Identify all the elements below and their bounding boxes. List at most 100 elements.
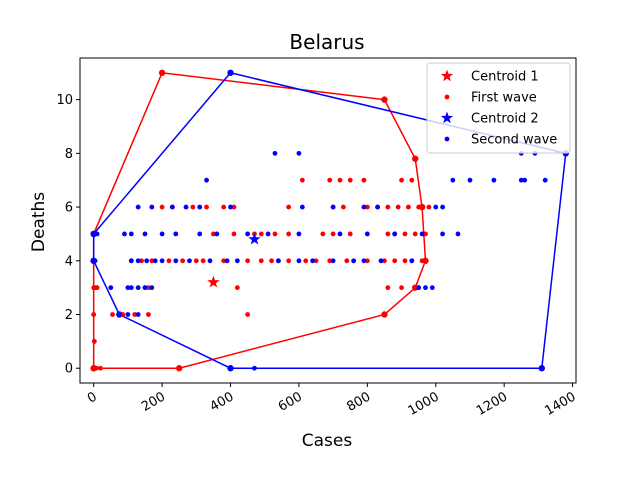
first-wave-point [382,312,387,317]
first-wave-point [327,258,333,264]
first-wave-point [204,204,209,210]
first-wave-point [419,258,425,264]
first-wave-point [94,365,99,371]
first-wave-point [364,258,370,264]
first-wave-point [399,285,404,291]
first-wave-point [344,258,350,264]
second-wave-point [539,365,545,371]
first-wave-point [221,204,227,210]
second-wave-point [152,258,158,264]
first-wave-point [98,365,103,371]
second-wave-point [361,258,367,264]
plot-frame [79,57,577,384]
first-wave-point [412,156,418,162]
second-wave-point [149,285,155,291]
second-wave-point [392,231,398,237]
first-wave-point [402,231,408,237]
first-wave-point [132,312,138,317]
first-wave-point [193,258,199,264]
second-wave-point [467,177,473,183]
second-wave-point [187,258,192,264]
hull-vertex [412,284,419,291]
second-wave-point [135,258,141,264]
second-wave-point [416,285,422,291]
first-wave-point [402,258,408,264]
second-wave-point [224,258,230,264]
first-wave-point [258,231,264,237]
legend-second-wave-label: Second wave [471,133,557,148]
second-wave-point [429,285,435,291]
second-wave-point [351,258,357,264]
second-wave-point [91,231,97,237]
y-tick-label: 4 [65,254,73,269]
second-wave-point [197,231,203,237]
first-wave-point [399,177,404,183]
legend-first-wave-label: First wave [471,91,537,106]
first-wave-point [337,177,343,183]
hull-line-2 [92,71,567,369]
second-wave-point [159,258,165,264]
first-wave-point [272,231,278,237]
first-wave-point [231,204,237,210]
first-wave-point [416,204,422,210]
x-axis-label: Cases [302,431,353,451]
first-wave-point [149,258,155,264]
second-wave-point [92,258,98,264]
hull-vertex [418,203,426,211]
first-wave-point [385,231,391,237]
second-wave-point [128,285,134,291]
second-wave-point [361,204,367,210]
legend-second-wave-marker [444,136,450,142]
second-wave-point [455,231,461,237]
first-wave-point [320,231,326,237]
legend-box [426,62,571,154]
second-wave-point [122,231,127,237]
first-wave-point [385,204,391,210]
second-wave-point [252,365,257,371]
first-wave-point [146,285,151,291]
second-wave-point [125,285,131,291]
second-wave-point [364,231,370,237]
second-wave-point [423,285,428,291]
second-wave-point [228,365,233,371]
second-wave-point [522,177,528,183]
first-wave-point [180,258,186,264]
first-wave-point [286,204,292,210]
second-wave-point [214,231,220,237]
first-wave-point [409,177,415,183]
second-wave-point [128,258,134,264]
y-axis-label: Deaths [29,192,49,252]
second-wave-point [330,258,336,264]
y-tick-label: 0 [65,362,73,377]
y-tick-label: 8 [65,147,73,162]
second-wave-point [169,204,175,210]
first-wave-point [286,231,292,237]
first-wave-point [382,258,387,264]
first-wave-point [347,177,353,183]
centroid-1-marker [207,275,220,288]
second-wave-point [440,204,445,210]
second-wave-point [245,231,251,237]
first-wave-point [190,204,196,210]
second-wave-point [128,231,134,237]
second-wave-point [265,231,271,237]
first-wave-point [231,231,237,237]
first-wave-point [139,258,144,264]
first-wave-point [120,312,126,317]
second-wave-point [125,312,131,317]
second-wave-point [116,312,122,317]
second-wave-point [204,177,209,183]
first-wave-point [146,312,151,317]
y-tick-label: 10 [56,93,73,108]
second-wave-point [419,231,425,237]
first-wave-point [330,231,336,237]
second-wave-point [228,204,233,210]
first-wave-point [91,312,97,317]
second-wave-point [330,204,336,210]
legend-first-wave-marker [444,94,450,100]
legend-centroid-1-label: Centroid 1 [471,70,539,85]
first-wave-point [423,231,428,237]
second-wave-point [173,231,179,237]
first-wave-point [405,204,411,210]
